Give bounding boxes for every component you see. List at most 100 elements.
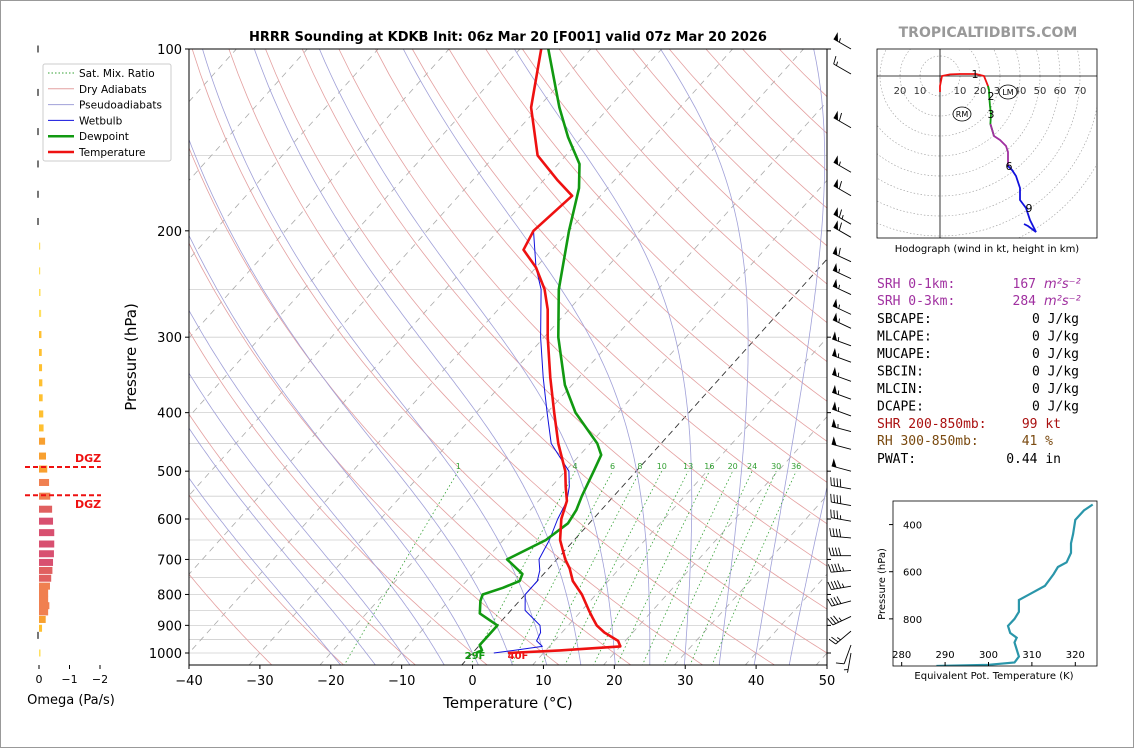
mixing-ratio-label: 30 [771,462,781,471]
barb-full [839,548,841,556]
barb-full [839,223,841,231]
barb-full [832,564,835,572]
barb-staff [832,466,851,471]
pressure-tick-label: 700 [157,553,182,568]
isotherm-line [532,49,1087,666]
height-marker-label: 2 [988,90,995,103]
barb-full [829,548,831,556]
omega-bar [39,616,46,623]
barb-full [838,564,841,572]
height-marker-label: 1 [972,68,979,81]
legend-label: Wetbulb [79,115,123,127]
wind-barb [832,385,851,399]
barb-staff [832,426,851,431]
barb-flag [834,220,838,229]
omega-bar [39,289,41,296]
legend-label: Dry Adiabats [79,84,147,96]
wind-barb [829,631,851,644]
omega-bar [39,267,40,274]
wind-barb [828,580,851,589]
barb-full [839,210,841,218]
skewt-ylabel: Pressure (hPa) [122,303,140,411]
omega-tick-label: −2 [92,673,108,686]
theta-y-tick-label: 400 [903,521,922,532]
pressure-tick-label: 600 [157,513,182,528]
omega-bar [39,559,53,566]
wind-barb [834,179,851,196]
theta-e-frame [893,501,1097,666]
pwat-value: 0.44 in [1006,452,1061,467]
barb-flag [832,419,837,428]
omega-bar [37,46,39,53]
barb-full [840,479,841,487]
barb-full [837,596,841,603]
pressure-tick-label: 100 [157,43,182,58]
dry-adiabat-line [266,49,848,666]
srh03-unit: m²s⁻² [1044,294,1081,309]
temp-tick-label: 50 [819,674,836,689]
temp-tick-label: −30 [246,674,273,689]
srh03-label: SRH 0-3km: [877,294,955,309]
barb-half [837,637,840,639]
mixing-ratio-label: 1 [456,462,461,471]
srh01-label: SRH 0-1km: [877,277,955,292]
omega-bar [39,650,41,657]
wind-barb [833,246,851,262]
wind-barb [832,402,851,416]
barb-full [837,495,838,503]
mixing-ratio-line [511,471,613,666]
pseudoadiabat-line [160,49,513,666]
theta-e-line [936,505,1092,667]
isotherm-line [248,49,803,666]
theta-y-tick-label: 600 [903,568,922,579]
barb-half [839,618,842,621]
dewpoint-profile-line [476,49,601,653]
omega-tick-label: 0 [36,673,43,686]
hodograph-ring-label: 10 [954,86,967,97]
hodograph-ring-label: 70 [1074,86,1087,97]
skewt-profiles [476,49,620,653]
barb-full [834,581,837,589]
barb-full [831,598,835,605]
dry-adiabat-line [376,49,1064,666]
chart-title: HRRR Sounding at KDKB Init: 06z Mar 20 [… [249,30,767,45]
skewt-xlabel: Temperature (°C) [442,694,572,712]
surface-temp-label: 40F [508,651,529,662]
barb-full [839,529,840,537]
temp-tick-label: −10 [388,674,415,689]
barb-half [839,162,840,166]
wind-barb [828,596,851,606]
rh-value: 41 % [1022,434,1053,449]
index-label: SBCIN: [877,365,924,380]
index-label: MLCAPE: [877,330,932,345]
theta-e-plot-area [936,505,1092,667]
omega-bar [37,218,39,225]
dry-adiabat-line [779,49,1133,666]
mixing-ratio-line [541,471,640,666]
barb-full [828,582,831,590]
isotherm-line [177,49,732,666]
barb-half [839,38,840,42]
barb-full [837,478,838,486]
barb-full [834,510,835,518]
wind-barb [833,263,851,279]
omega-bar [37,89,39,96]
temp-tick-label: −40 [175,674,202,689]
wind-barb [831,477,851,489]
omega-bar [39,243,40,250]
barb-flag [834,179,838,188]
barb-full [831,582,834,590]
omega-bar [39,583,50,590]
srh01-unit: m²s⁻² [1044,277,1081,292]
isotherm-line [461,49,1016,666]
barb-full [839,181,841,189]
barb-full [835,548,837,556]
wind-barb [834,155,851,172]
storm-motion-label: LM [1002,88,1013,97]
index-label: MUCAPE: [877,347,932,362]
omega-bar [39,625,42,632]
hodograph-ring-label: 20 [894,86,907,97]
